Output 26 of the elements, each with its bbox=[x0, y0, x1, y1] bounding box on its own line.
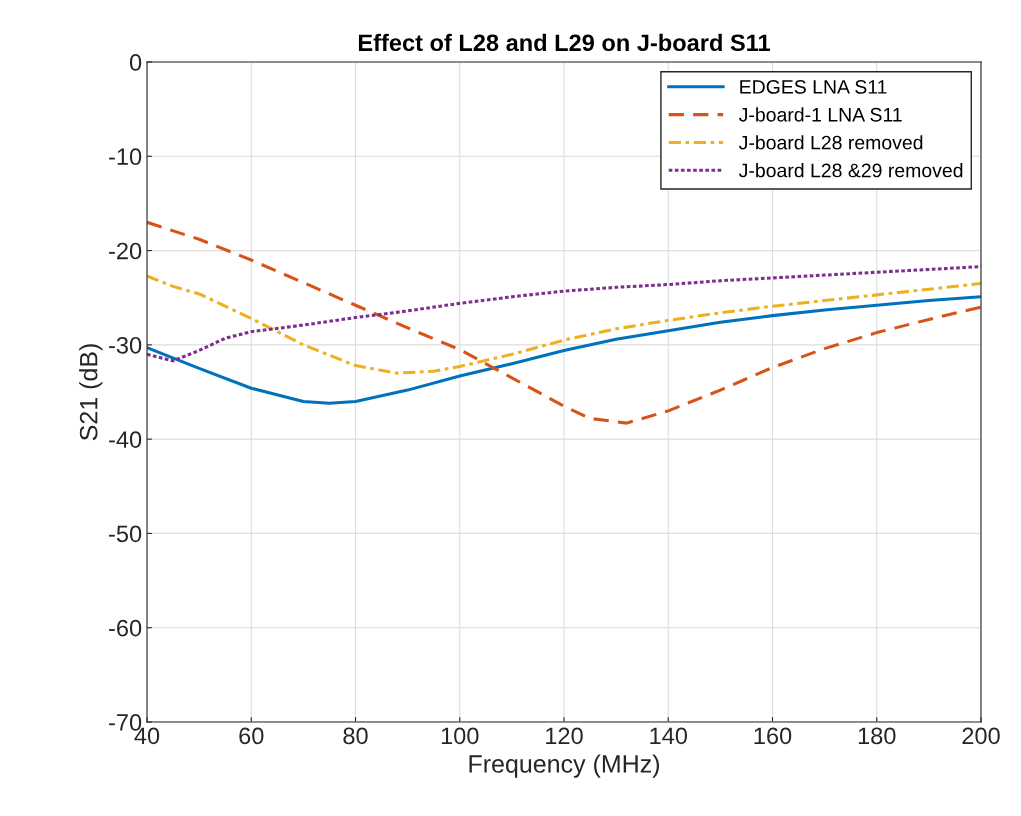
legend-label: J-board-1 LNA S11 bbox=[739, 107, 902, 122]
x-tick-label: 200 bbox=[962, 727, 1000, 745]
x-axis-title: Frequency (MHz) bbox=[469, 754, 659, 778]
y-tick-label: -20 bbox=[109, 242, 142, 260]
x-tick-label: 180 bbox=[858, 727, 896, 745]
y-tick-label: -50 bbox=[109, 525, 142, 543]
line-series bbox=[147, 274, 981, 375]
x-tick-label: 160 bbox=[754, 727, 792, 745]
y-tick-label: 0 bbox=[129, 54, 142, 71]
y-axis-title: S21 (dB) bbox=[79, 344, 103, 441]
y-tick-label: -60 bbox=[109, 619, 142, 637]
x-tick-label: 120 bbox=[546, 727, 583, 745]
legend-label: EDGES LNA S11 bbox=[740, 80, 887, 94]
legend-label: J-board L28 &29 removed bbox=[739, 163, 963, 178]
y-tick-label: -10 bbox=[109, 148, 142, 166]
line-series bbox=[147, 295, 981, 405]
y-tick-label: -40 bbox=[109, 431, 142, 448]
chart-title: Effect of L28 and L29 on J-board S11 bbox=[358, 33, 770, 52]
x-tick-label: 60 bbox=[239, 727, 264, 745]
line-series bbox=[147, 220, 981, 425]
line-series bbox=[147, 265, 981, 363]
x-tick-label: 140 bbox=[650, 727, 688, 745]
x-tick-label: 80 bbox=[343, 727, 368, 745]
y-tick-label: -30 bbox=[109, 336, 142, 354]
x-tick-label: 100 bbox=[441, 727, 479, 745]
legend-label: J-board L28 removed bbox=[739, 135, 923, 150]
